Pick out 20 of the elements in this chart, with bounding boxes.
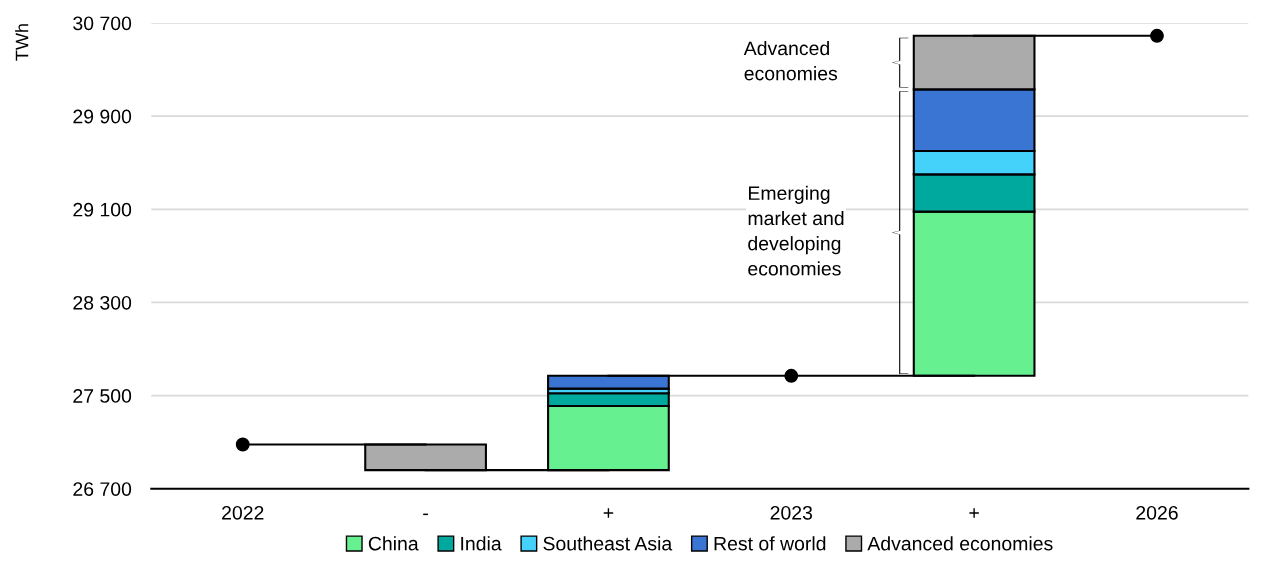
y-axis-title: TWh bbox=[15, 24, 29, 61]
legend-label: Rest of world bbox=[714, 536, 826, 551]
x-tick-label: 2022 bbox=[222, 505, 264, 520]
y-tick-label: 26 700 bbox=[73, 482, 132, 496]
legend-label: China bbox=[368, 536, 419, 551]
x-tick-label: 2026 bbox=[1136, 505, 1178, 520]
y-tick-label: 28 300 bbox=[73, 295, 132, 310]
annotation: Emerging market and developing economies bbox=[748, 185, 844, 276]
x-tick-label: 2023 bbox=[770, 505, 813, 520]
legend-label: Advanced economies bbox=[867, 536, 1053, 551]
y-tick-label: 27 500 bbox=[73, 389, 132, 403]
x-tick-label: + bbox=[969, 508, 979, 518]
annotation: Advanced economies bbox=[743, 40, 838, 81]
y-tick-label: 29 100 bbox=[73, 202, 132, 217]
y-tick-label: 30 700 bbox=[73, 16, 132, 31]
legend-label: Southeast Asia bbox=[543, 536, 673, 551]
y-tick-label: 29 900 bbox=[73, 109, 132, 124]
legend-label: India bbox=[461, 536, 502, 551]
x-tick-label: + bbox=[603, 508, 614, 518]
x-tick-label: - bbox=[423, 513, 428, 516]
